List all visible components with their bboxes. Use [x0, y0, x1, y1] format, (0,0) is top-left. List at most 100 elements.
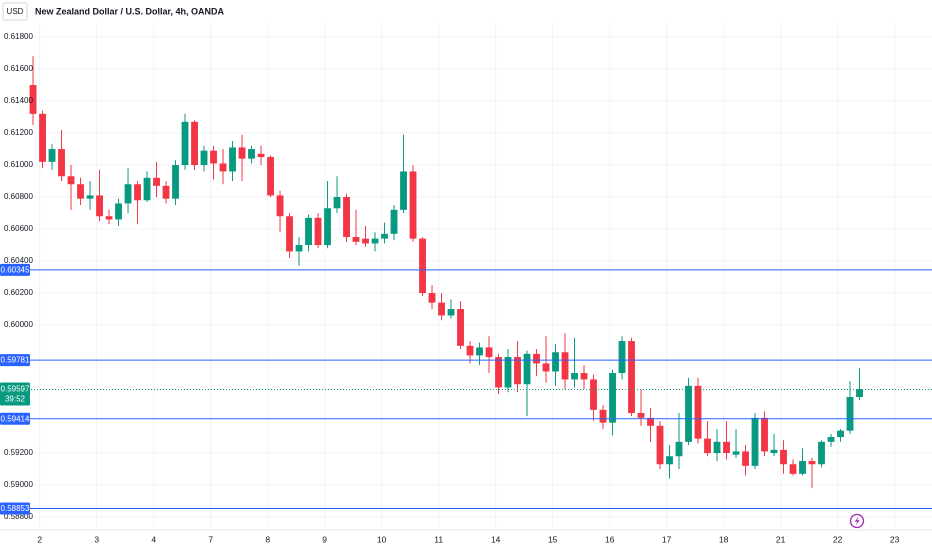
x-tick-label: 8	[265, 534, 270, 544]
candle-body	[371, 238, 379, 244]
candle-body	[808, 461, 816, 465]
candle-body	[723, 441, 730, 454]
candle-body	[495, 357, 502, 388]
candle-body	[324, 208, 331, 246]
candle-body	[647, 417, 654, 426]
x-tick-label: 14	[491, 534, 501, 544]
candle-body	[580, 373, 588, 380]
candle-body	[314, 217, 322, 246]
candle-body	[219, 163, 227, 172]
candle-body	[428, 293, 436, 303]
candle-body	[305, 217, 312, 246]
price-label-box	[0, 263, 30, 276]
candle-body	[333, 197, 341, 209]
candle-body	[295, 245, 303, 252]
y-tick-label: 0.60600	[4, 224, 33, 233]
candle-body	[514, 357, 521, 385]
candle-body	[704, 438, 711, 454]
price-label: 0.58853	[1, 504, 30, 513]
x-tick-label: 3	[94, 534, 99, 544]
plot	[29, 56, 863, 489]
x-tick-label: 10	[377, 534, 387, 544]
candle-body	[770, 449, 778, 454]
candle-body	[732, 451, 740, 455]
currency-box[interactable]	[2, 2, 28, 21]
x-tick-label: 22	[833, 534, 843, 544]
candle-body	[134, 184, 141, 201]
y-tick-label: 0.61200	[4, 128, 33, 137]
candle-body	[96, 195, 103, 217]
y-tick-label: 0.60000	[4, 320, 33, 329]
candle-body	[48, 149, 56, 162]
price-label: 0.59414	[1, 414, 30, 423]
candle-body	[780, 449, 787, 465]
currency: USD	[7, 7, 24, 16]
candle-body	[742, 451, 749, 466]
price-label-box	[0, 354, 30, 367]
candle-body	[827, 437, 835, 442]
candle-body	[457, 309, 464, 346]
price-label-box	[0, 412, 30, 425]
candle-body	[286, 216, 293, 252]
y-tick-label: 0.60800	[4, 192, 33, 201]
candle-body	[400, 171, 407, 210]
last-price-label: 0.59597	[1, 385, 30, 394]
candle-body	[276, 195, 284, 217]
candle-body	[485, 347, 493, 358]
x-tick-label: 15	[548, 534, 558, 544]
candle-body	[618, 341, 626, 374]
candle-body	[628, 341, 635, 414]
candle-body	[751, 417, 759, 466]
candle-body	[476, 347, 483, 356]
candle-body	[694, 385, 702, 439]
candle-body	[561, 352, 569, 380]
y-tick-label: 0.59200	[4, 448, 33, 457]
x-tick-label: 23	[890, 534, 900, 544]
candle-body	[637, 413, 645, 418]
candle-body	[210, 150, 217, 164]
candle-body	[115, 203, 122, 220]
candle-body	[761, 417, 768, 452]
candle-body	[542, 363, 550, 372]
candle-body	[656, 425, 664, 465]
candle-body	[229, 147, 236, 172]
candle-body	[181, 121, 189, 166]
candle-body	[599, 409, 607, 423]
lightning-icon[interactable]	[849, 513, 865, 529]
candle-body	[381, 233, 388, 239]
y-tick-label: 0.60200	[4, 288, 33, 297]
candle-body	[257, 153, 265, 158]
x-tick-label: 21	[776, 534, 786, 544]
price-label: 0.60345	[1, 265, 30, 274]
candle-body	[523, 353, 531, 385]
candle-body	[609, 373, 616, 423]
y-tick-label: 0.61600	[4, 64, 33, 73]
x-tick-label: 16	[605, 534, 615, 544]
y-tick-label: 0.61000	[4, 160, 33, 169]
candle-body	[533, 353, 540, 364]
candle-body	[675, 441, 683, 457]
candle-body	[666, 456, 673, 465]
candle-body	[713, 441, 721, 454]
candle-body	[419, 238, 426, 294]
candle-body	[162, 185, 170, 199]
y-tick-label: 0.61400	[4, 96, 33, 105]
candle-body	[191, 121, 198, 166]
y-tick-label: 0.60400	[4, 256, 33, 265]
candle-body	[39, 113, 46, 162]
candle-body	[856, 389, 863, 398]
candle-body	[409, 171, 417, 239]
candle-body	[343, 197, 350, 238]
candle-body	[447, 309, 455, 316]
x-tick-label: 4	[151, 534, 156, 544]
y-tick-label: 0.61800	[4, 32, 33, 41]
candle-body	[172, 165, 179, 199]
overlay: 0.61800 0.61600 0.61400 0.61200 0.61000 0.608…	[0, 32, 932, 544]
candle-body	[200, 150, 208, 166]
candle-body	[799, 461, 806, 474]
candle-body	[818, 441, 825, 465]
x-tick-label: 9	[322, 534, 327, 544]
y-tick-label: 0.58800	[4, 512, 33, 521]
